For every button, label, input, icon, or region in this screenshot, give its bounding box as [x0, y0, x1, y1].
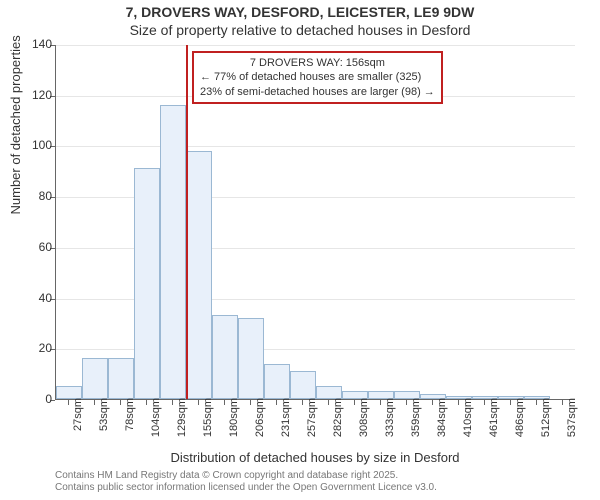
footer-line1: Contains HM Land Registry data © Crown c…	[55, 470, 398, 481]
x-tick-label: 53sqm	[98, 398, 110, 448]
x-tick-label: 410sqm	[462, 398, 474, 448]
x-tick-label: 206sqm	[254, 398, 266, 448]
x-tick-label: 78sqm	[124, 398, 136, 448]
x-tick-label: 359sqm	[410, 398, 422, 448]
x-tick-label: 129sqm	[176, 398, 188, 448]
x-tick-label: 27sqm	[72, 398, 84, 448]
histogram-bar	[108, 358, 133, 399]
x-tick-label: 461sqm	[488, 398, 500, 448]
x-axis-label: Distribution of detached houses by size …	[55, 450, 575, 465]
histogram-bar	[186, 151, 211, 400]
footer-line2: Contains public sector information licen…	[55, 482, 437, 493]
x-tick-label: 231sqm	[280, 398, 292, 448]
x-tick-label: 180sqm	[228, 398, 240, 448]
x-tick-label: 308sqm	[358, 398, 370, 448]
y-tick-label: 20	[12, 341, 52, 355]
x-tick-label: 333sqm	[384, 398, 396, 448]
plot-area: 7 DROVERS WAY: 156sqm← 77% of detached h…	[55, 45, 575, 400]
chart-title-line2: Size of property relative to detached ho…	[0, 22, 600, 38]
y-tick-label: 60	[12, 240, 52, 254]
histogram-bar	[238, 318, 263, 399]
x-tick-label: 512sqm	[540, 398, 552, 448]
x-tick-label: 282sqm	[332, 398, 344, 448]
x-tick-label: 537sqm	[566, 398, 578, 448]
callout-line: 7 DROVERS WAY: 156sqm	[200, 56, 435, 70]
histogram-bar	[290, 371, 315, 399]
histogram-bar	[134, 168, 159, 399]
chart-container: 7, DROVERS WAY, DESFORD, LEICESTER, LE9 …	[0, 0, 600, 500]
x-tick-label: 257sqm	[306, 398, 318, 448]
x-tick-label: 155sqm	[202, 398, 214, 448]
histogram-bar	[264, 364, 289, 400]
y-tick-label: 0	[12, 392, 52, 406]
histogram-bar	[82, 358, 107, 399]
x-tick-label: 384sqm	[436, 398, 448, 448]
x-tick-label: 486sqm	[514, 398, 526, 448]
y-axis-label: Number of detached properties	[8, 35, 23, 214]
histogram-bar	[160, 105, 185, 399]
callout-box: 7 DROVERS WAY: 156sqm← 77% of detached h…	[192, 51, 443, 104]
callout-line: 23% of semi-detached houses are larger (…	[200, 85, 435, 99]
y-tick-label: 40	[12, 291, 52, 305]
histogram-bar	[212, 315, 237, 399]
x-tick-label: 104sqm	[150, 398, 162, 448]
reference-line	[186, 45, 188, 399]
callout-line: ← 77% of detached houses are smaller (32…	[200, 70, 435, 84]
chart-title-line1: 7, DROVERS WAY, DESFORD, LEICESTER, LE9 …	[0, 4, 600, 20]
